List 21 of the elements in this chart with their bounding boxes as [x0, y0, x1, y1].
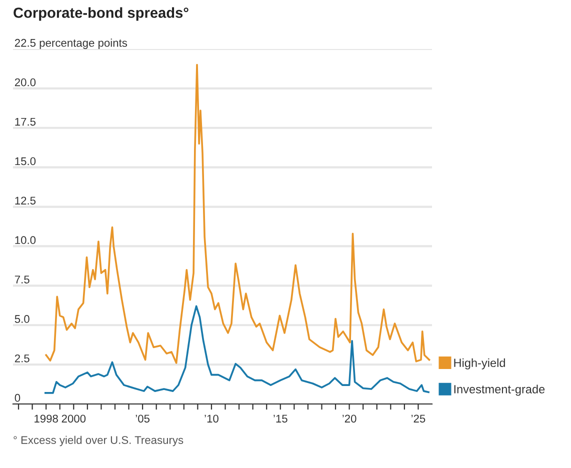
legend-label: Investment-grade [454, 384, 545, 396]
y-tick-label: 0 [14, 394, 20, 402]
x-tick-label: ’25 [411, 414, 426, 423]
x-tick-label: 1998 [34, 414, 58, 423]
y-tick-label: 5.0 [14, 315, 30, 323]
text: ° Excess yield over U.S. Treasurys [14, 436, 184, 446]
x-tick-label: ’20 [342, 414, 356, 423]
y-tick-label: 7.5 [14, 276, 30, 284]
y-tick-label: 10.0 [15, 236, 36, 244]
x-tick-label: ’15 [274, 414, 288, 423]
x-tick-label: ’10 [204, 414, 218, 423]
legend-label: High-yield [454, 358, 505, 370]
x-tick-label: 2000 [62, 414, 86, 423]
y-tick-label: 20.0 [14, 78, 36, 86]
y-tick-label: 17.5 [15, 118, 36, 126]
y-tick-label: 22.5 percentage points [14, 38, 128, 49]
y-tick-label: 12.5 [15, 196, 36, 205]
y-tick-label: 2.5 [14, 354, 30, 362]
x-tick-label: ’05 [136, 414, 150, 423]
y-tick-label: 15.0 [15, 157, 36, 166]
chart-title: Corporate-bond spreads° [14, 7, 188, 21]
